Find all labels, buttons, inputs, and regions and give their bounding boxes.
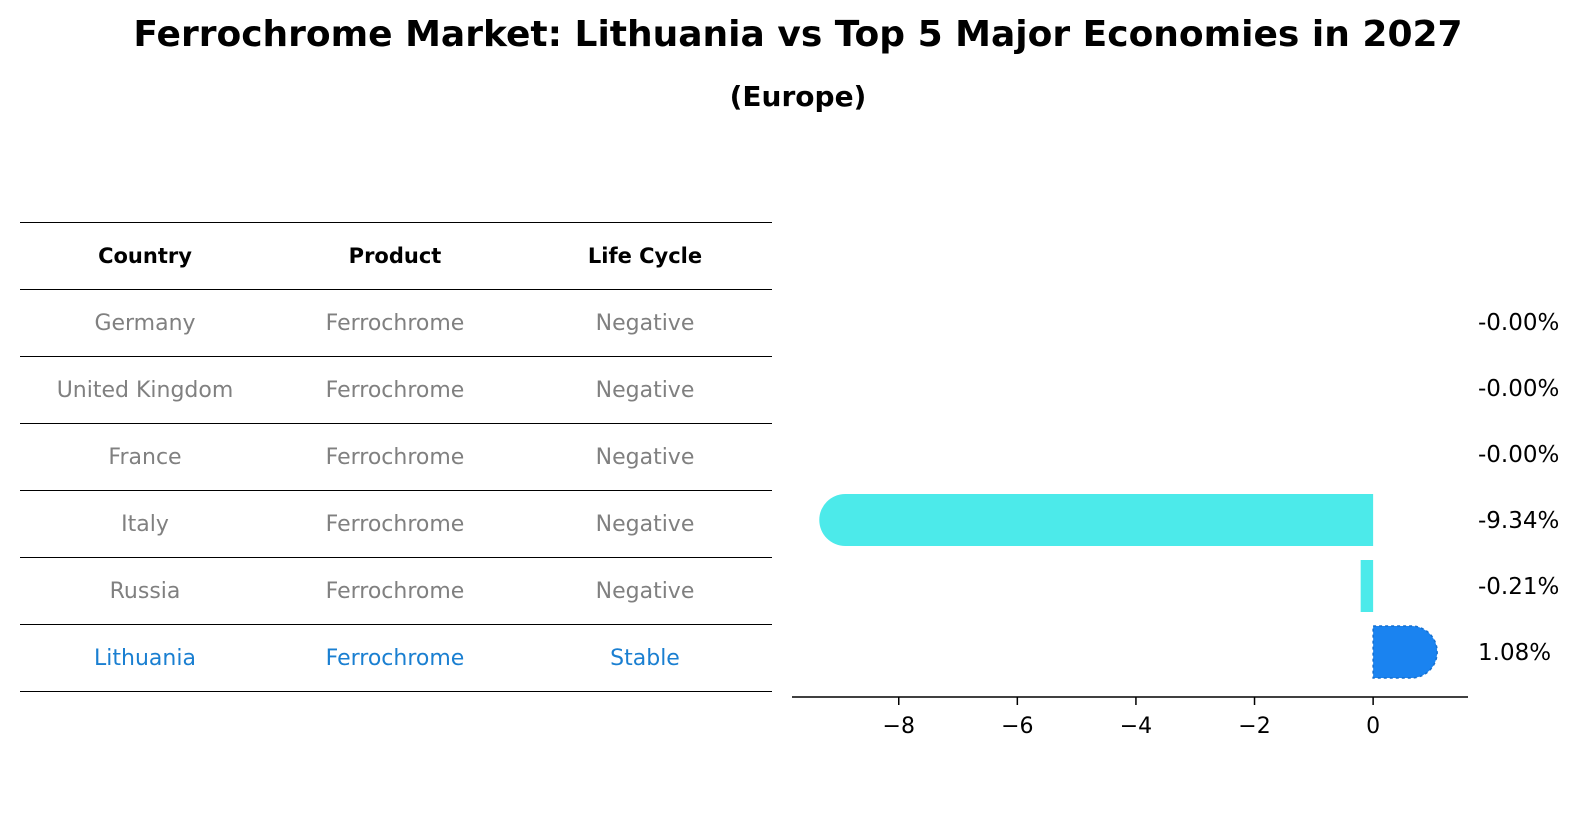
x-tick-label: −2 bbox=[1238, 714, 1270, 739]
cell-country: Lithuania bbox=[94, 645, 196, 671]
header-product: Product bbox=[348, 244, 442, 268]
cell-country: Germany bbox=[94, 310, 196, 336]
chart-title: Ferrochrome Market: Lithuania vs Top 5 M… bbox=[133, 14, 1463, 55]
data-label: -0.00% bbox=[1478, 442, 1559, 468]
data-label: -0.21% bbox=[1478, 574, 1559, 600]
cell-product: Ferrochrome bbox=[325, 645, 465, 671]
cell-life-cycle: Negative bbox=[595, 444, 695, 470]
cell-product: Ferrochrome bbox=[325, 377, 465, 403]
cell-life-cycle: Stable bbox=[610, 645, 680, 671]
cell-life-cycle: Negative bbox=[595, 578, 695, 604]
cell-country: France bbox=[108, 444, 182, 470]
table-header-row: Country Product Life Cycle bbox=[20, 222, 772, 289]
cell-country: Russia bbox=[109, 578, 181, 604]
cell-product: Ferrochrome bbox=[325, 444, 465, 470]
x-tick-label: −4 bbox=[1120, 714, 1152, 739]
table-row: Russia Ferrochrome Negative bbox=[20, 557, 772, 624]
x-tick-label: −8 bbox=[883, 714, 915, 739]
country-table: Country Product Life Cycle Germany Ferro… bbox=[20, 222, 772, 692]
cell-product: Ferrochrome bbox=[325, 310, 465, 336]
table-row: United Kingdom Ferrochrome Negative bbox=[20, 356, 772, 423]
cell-country: Italy bbox=[121, 511, 169, 537]
table-row: France Ferrochrome Negative bbox=[20, 423, 772, 490]
cell-country: United Kingdom bbox=[56, 377, 234, 403]
bar-italy bbox=[819, 494, 1374, 546]
bar-lithuania bbox=[1372, 625, 1438, 679]
table-row: Italy Ferrochrome Negative bbox=[20, 490, 772, 557]
header-life-cycle: Life Cycle bbox=[587, 244, 703, 268]
bar-russia bbox=[1360, 560, 1374, 612]
chart-subtitle: (Europe) bbox=[729, 80, 867, 113]
table-row: Germany Ferrochrome Negative bbox=[20, 289, 772, 356]
cell-product: Ferrochrome bbox=[325, 578, 465, 604]
data-label: -0.00% bbox=[1478, 310, 1559, 336]
cell-product: Ferrochrome bbox=[325, 511, 465, 537]
header-country: Country bbox=[98, 244, 192, 268]
data-label: -0.00% bbox=[1478, 376, 1559, 402]
cell-life-cycle: Negative bbox=[595, 310, 695, 336]
x-tick-label: 0 bbox=[1366, 714, 1380, 739]
cell-life-cycle: Negative bbox=[595, 377, 695, 403]
table-row-highlighted: Lithuania Ferrochrome Stable bbox=[20, 624, 772, 692]
x-tick-label: −6 bbox=[1001, 714, 1033, 739]
data-label: 1.08% bbox=[1478, 640, 1551, 666]
data-label: -9.34% bbox=[1478, 508, 1559, 534]
cell-life-cycle: Negative bbox=[595, 511, 695, 537]
